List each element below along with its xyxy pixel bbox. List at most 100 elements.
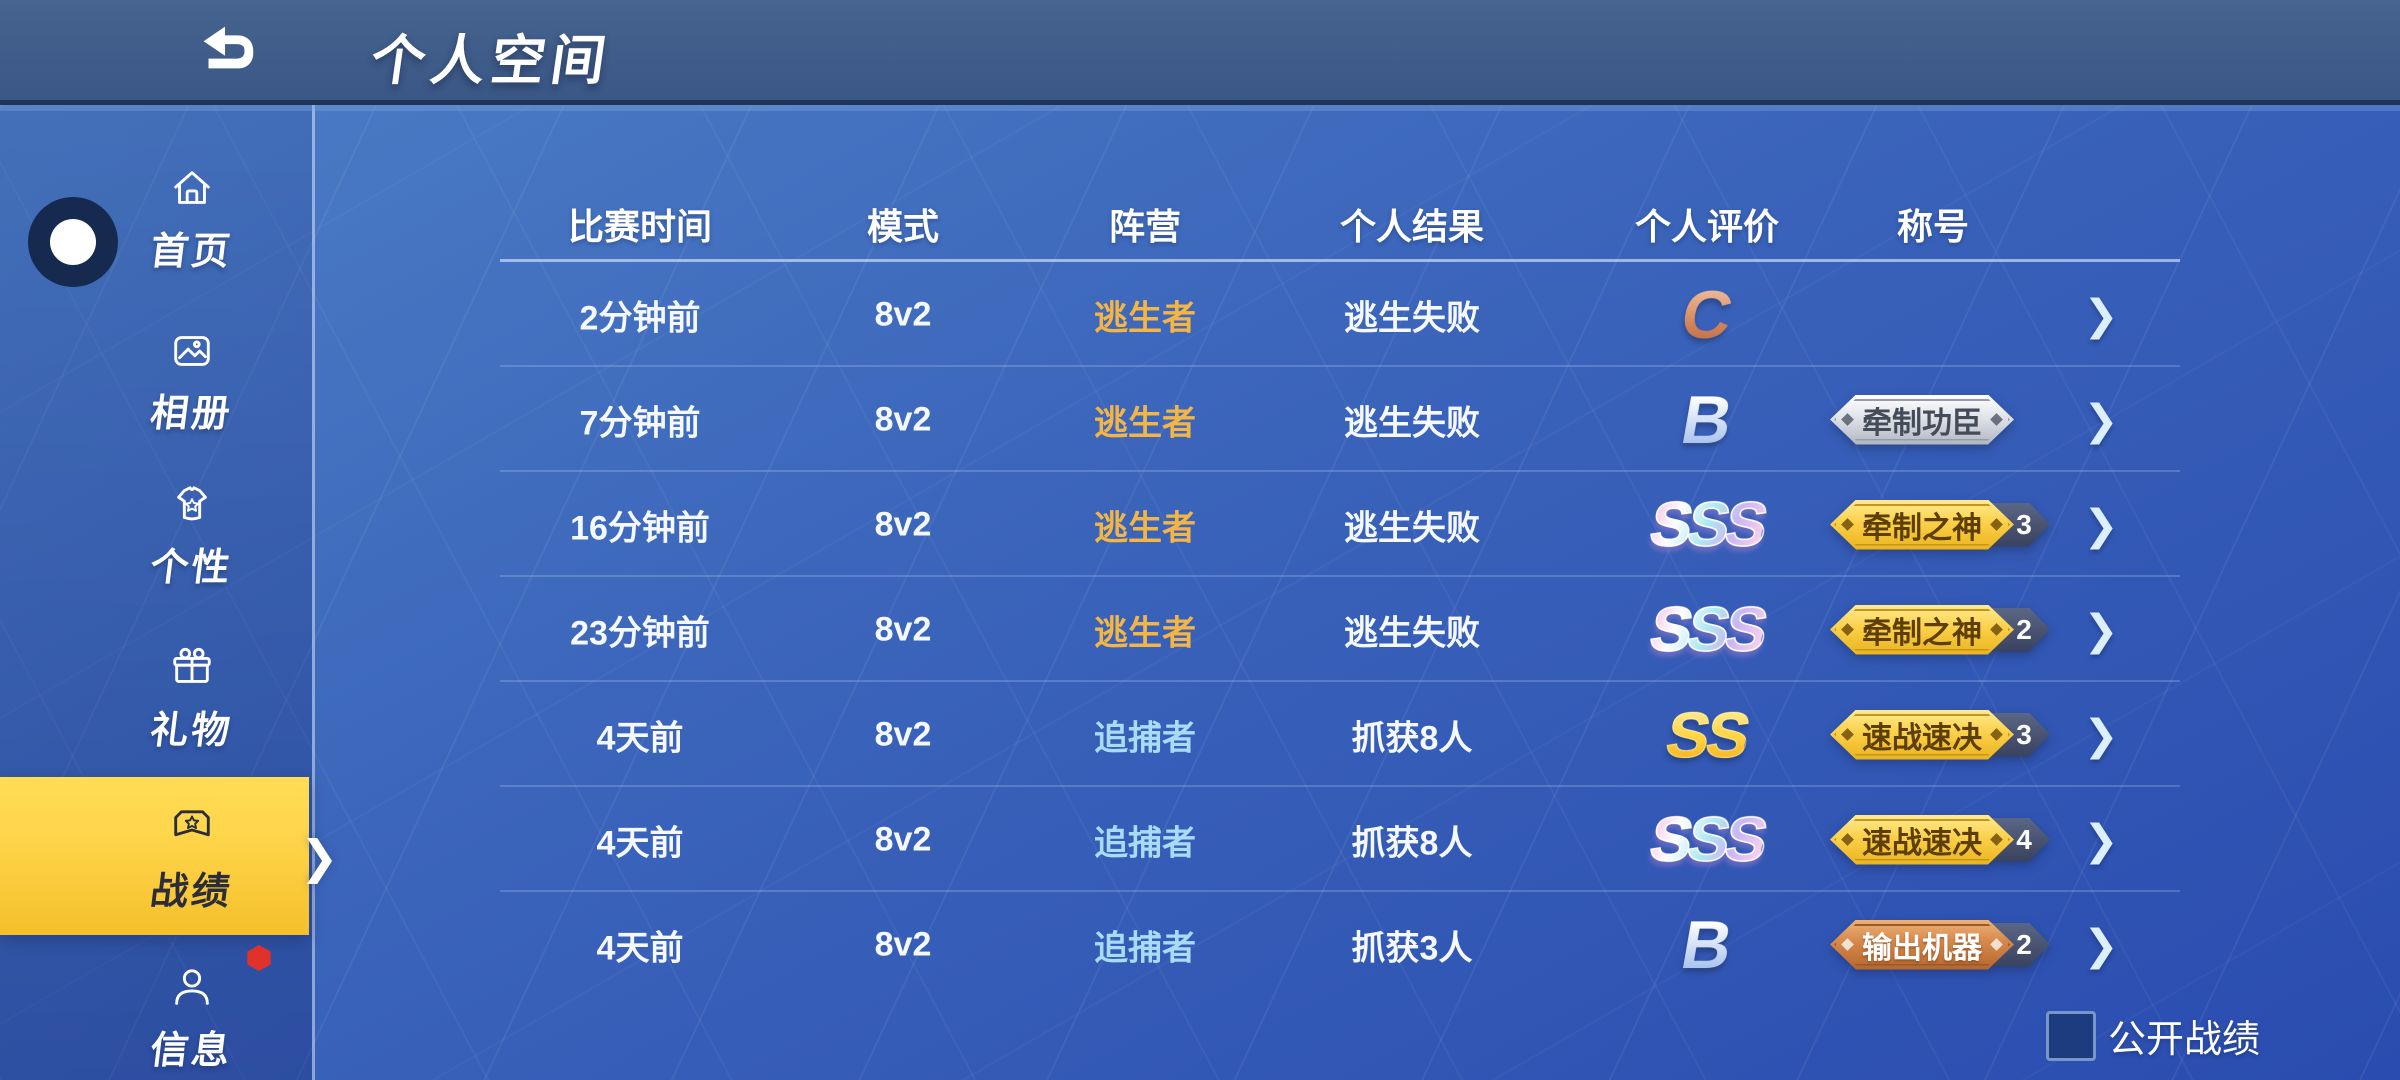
match-result: 抓获8人 — [1351, 824, 1473, 862]
col-header-result: 个人结果 — [1339, 206, 1485, 247]
sidebar-item-home[interactable]: 首页 — [86, 166, 298, 275]
match-mode: 8v2 — [874, 295, 932, 333]
match-mode: 8v2 — [874, 610, 932, 648]
row-detail-chevron-icon[interactable]: ❯ — [2083, 921, 2119, 968]
faction-label: 逃生者 — [1094, 299, 1196, 337]
title-label: 输出机器 — [1862, 931, 1982, 965]
badge-dot-right — [1990, 833, 2003, 846]
sidebar-item-label: 相册 — [147, 393, 236, 435]
title-badge: 2 输出机器 — [1830, 920, 2050, 970]
medal-icon — [169, 806, 215, 852]
match-mode: 8v2 — [874, 505, 932, 543]
badge-dot-left — [1841, 833, 1854, 846]
col-header-time: 比赛时间 — [567, 206, 713, 247]
title-badge-body: 牵制之神 — [1830, 500, 2014, 550]
title-badge: 2 牵制之神 — [1830, 605, 2050, 655]
title-badge-body: 速战速决 — [1830, 815, 2014, 865]
match-result: 抓获8人 — [1351, 719, 1473, 757]
match-result: 逃生失败 — [1344, 404, 1480, 442]
shirt-icon — [169, 482, 215, 528]
table-row[interactable]: 4天前 8v2 追捕者 抓获8人 SSS 4 速战速决 ❯ — [480, 787, 2180, 892]
grade-badge: SSS — [1644, 489, 1770, 560]
row-detail-chevron-icon[interactable]: ❯ — [2083, 711, 2119, 758]
match-mode: 8v2 — [874, 400, 932, 438]
grade-letter: SSS — [1644, 804, 1770, 875]
gift-icon — [169, 645, 215, 691]
grade-letter: B — [1675, 381, 1739, 458]
home-icon — [169, 166, 215, 212]
title-badge-body: 牵制功臣 — [1830, 395, 2014, 445]
match-time: 4天前 — [596, 824, 684, 862]
grade-letter: C — [1675, 276, 1739, 353]
avatar-core — [50, 219, 96, 265]
title-badge-body: 速战速决 — [1830, 710, 2014, 760]
back-button[interactable] — [192, 16, 260, 80]
page-title: 个人空间 — [367, 31, 616, 91]
badge-dot-right — [1990, 938, 2003, 951]
row-detail-chevron-icon[interactable]: ❯ — [2083, 291, 2119, 338]
match-time: 23分钟前 — [570, 614, 710, 652]
avatar[interactable] — [28, 197, 118, 287]
table-row[interactable]: 23分钟前 8v2 逃生者 逃生失败 SSS 2 牵制之神 ❯ — [480, 577, 2180, 682]
title-badge-body: 输出机器 — [1830, 920, 2014, 970]
title-label: 速战速决 — [1862, 721, 1982, 755]
sidebar-item-personality[interactable]: 个性 — [86, 482, 298, 591]
selected-item-highlight — [0, 777, 309, 935]
match-mode: 8v2 — [874, 925, 932, 963]
grade-letter: SSS — [1644, 594, 1770, 665]
title-label: 牵制功臣 — [1862, 406, 1982, 440]
match-time: 2分钟前 — [579, 299, 701, 337]
badge-dot-left — [1841, 938, 1854, 951]
row-detail-chevron-icon[interactable]: ❯ — [2083, 396, 2119, 443]
badge-dot-right — [1990, 728, 2003, 741]
match-history-table: 比赛时间 模式 阵营 个人结果 个人评价 称号 2分钟前 8v2 逃生者 逃生失… — [480, 190, 2180, 997]
row-detail-chevron-icon[interactable]: ❯ — [2083, 501, 2119, 548]
sidebar-item-label: 战绩 — [147, 871, 236, 913]
match-mode: 8v2 — [874, 820, 932, 858]
selected-item-chevron-icon: ❯ — [300, 831, 339, 883]
back-arrow-icon — [192, 26, 260, 83]
row-detail-chevron-icon[interactable]: ❯ — [2083, 606, 2119, 653]
sidebar-item-album[interactable]: 相册 — [86, 328, 298, 437]
badge-dot-right — [1990, 518, 2003, 531]
title-label: 速战速决 — [1862, 826, 1982, 860]
match-time: 4天前 — [596, 719, 684, 757]
badge-dot-left — [1841, 623, 1854, 636]
sidebar-item-gift[interactable]: 礼物 — [86, 645, 298, 754]
col-header-faction: 阵营 — [1108, 206, 1182, 247]
row-detail-chevron-icon[interactable]: ❯ — [2083, 816, 2119, 863]
badge-dot-right — [1990, 623, 2003, 636]
grade-badge: B — [1676, 906, 1739, 984]
faction-label: 追捕者 — [1094, 719, 1196, 757]
title-badge-body: 牵制之神 — [1830, 605, 2014, 655]
badge-dot-left — [1841, 728, 1854, 741]
faction-label: 追捕者 — [1094, 824, 1196, 862]
faction-label: 追捕者 — [1094, 929, 1196, 967]
badge-dot-left — [1841, 518, 1854, 531]
title-badge: 3 速战速决 — [1830, 710, 2050, 760]
public-record-checkbox[interactable] — [2046, 1010, 2096, 1061]
sidebar-item-label: 个性 — [147, 547, 236, 589]
public-record-toggle: 公开战绩 — [2046, 1008, 2260, 1063]
table-row[interactable]: 4天前 8v2 追捕者 抓获8人 SS 3 速战速决 ❯ — [480, 682, 2180, 787]
match-time: 7分钟前 — [579, 404, 701, 442]
col-header-grade: 个人评价 — [1634, 206, 1780, 247]
grade-letter: B — [1675, 906, 1739, 983]
table-body: 2分钟前 8v2 逃生者 逃生失败 C ❯ 7分钟前 8v2 逃生者 逃生失败 … — [480, 262, 2180, 997]
col-header-mode: 模式 — [866, 206, 940, 247]
table-row[interactable]: 4天前 8v2 追捕者 抓获3人 B 2 输出机器 ❯ — [480, 892, 2180, 997]
table-row[interactable]: 7分钟前 8v2 逃生者 逃生失败 B 牵制功臣 ❯ — [480, 367, 2180, 472]
table-row[interactable]: 16分钟前 8v2 逃生者 逃生失败 SSS 3 牵制之神 ❯ — [480, 472, 2180, 577]
title-badge: 3 牵制之神 — [1830, 500, 2050, 550]
person-icon — [169, 965, 215, 1011]
match-time: 4天前 — [596, 929, 684, 967]
sidebar-item-info[interactable]: 信息 — [86, 945, 298, 1074]
match-result: 逃生失败 — [1344, 299, 1480, 337]
sidebar-item-record[interactable]: 战绩 — [86, 806, 298, 915]
table-row[interactable]: 2分钟前 8v2 逃生者 逃生失败 C ❯ — [480, 262, 2180, 367]
match-result: 逃生失败 — [1344, 509, 1480, 547]
sidebar-item-label: 礼物 — [147, 710, 236, 752]
faction-label: 逃生者 — [1094, 509, 1196, 547]
title-badge: 4 速战速决 — [1830, 815, 2050, 865]
